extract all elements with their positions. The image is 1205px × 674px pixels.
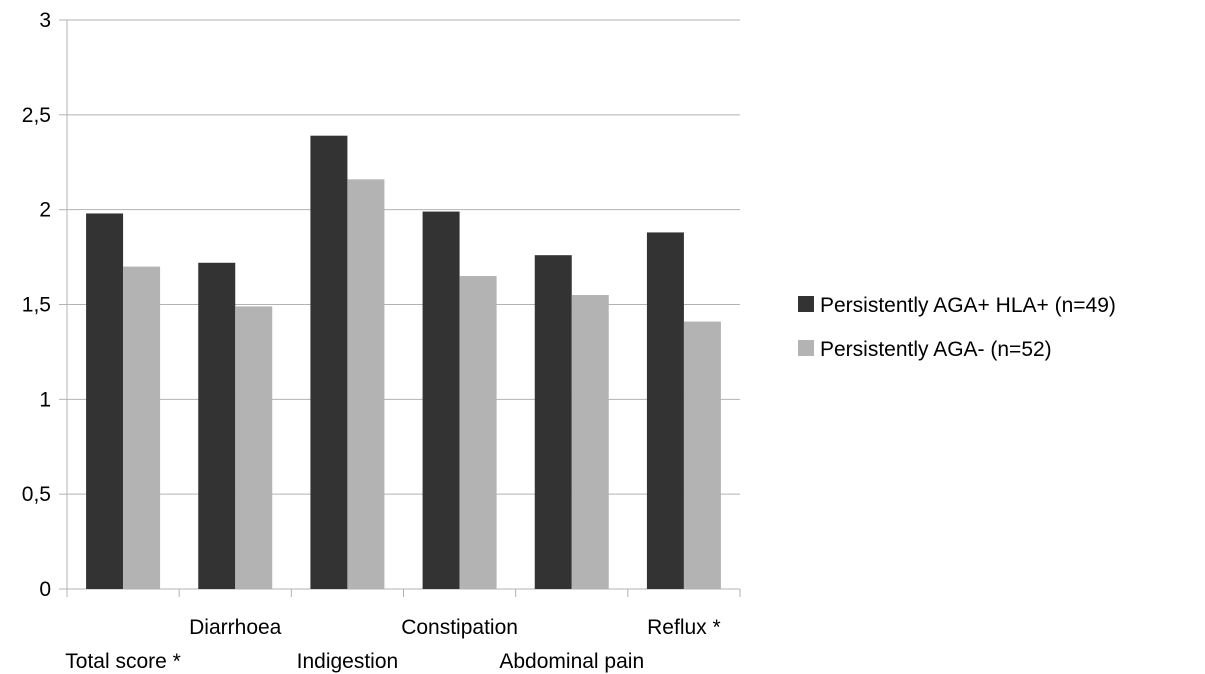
x-category-label: Reflux * xyxy=(647,616,721,639)
y-tick-label: 1 xyxy=(39,388,51,411)
legend-label: Persistently AGA- (n=52) xyxy=(820,338,1052,361)
x-category-label: Indigestion xyxy=(297,650,399,673)
x-category-label: Abdominal pain xyxy=(499,650,644,673)
bar-aga-hla-positive xyxy=(534,255,572,590)
y-tick-label: 0,5 xyxy=(22,483,51,506)
x-category-label: Diarrhoea xyxy=(189,616,282,639)
y-tick-label: 2 xyxy=(39,199,51,222)
bar-aga-negative xyxy=(459,276,497,589)
bar-aga-negative xyxy=(123,266,161,589)
bar-aga-negative xyxy=(347,179,385,589)
y-tick-label: 0 xyxy=(39,578,51,601)
bar-aga-hla-positive xyxy=(310,135,348,590)
bar-aga-negative xyxy=(683,321,721,589)
legend-label: Persistently AGA+ HLA+ (n=49) xyxy=(820,294,1116,317)
legend-swatch xyxy=(798,296,814,312)
y-tick-label: 1,5 xyxy=(22,294,51,317)
bar-aga-negative xyxy=(571,295,609,589)
x-category-label: Constipation xyxy=(401,616,518,639)
bar-aga-hla-positive xyxy=(646,232,684,589)
y-tick-label: 2,5 xyxy=(22,104,51,127)
bar-aga-hla-positive xyxy=(86,213,124,589)
bar-aga-hla-positive xyxy=(422,211,460,589)
bar-aga-hla-positive xyxy=(198,262,236,589)
bar-aga-negative xyxy=(235,306,273,589)
y-tick-label: 3 xyxy=(39,9,51,32)
x-category-label: Total score * xyxy=(65,650,181,673)
legend-swatch xyxy=(798,340,814,356)
